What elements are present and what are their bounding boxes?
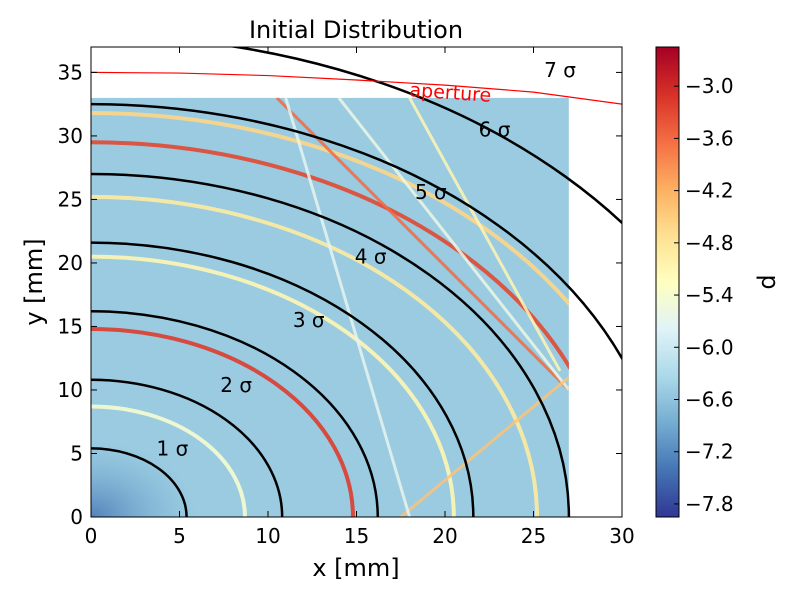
- colorbar-tick-label: −6.6: [685, 388, 734, 412]
- sigma-contours: [91, 47, 622, 517]
- x-tick-label: 15: [344, 524, 369, 548]
- x-tick-label: 10: [255, 524, 280, 548]
- heatmap-ring-feature: [91, 194, 540, 517]
- heatmap-core: [91, 440, 198, 517]
- x-tick-label: 5: [173, 524, 186, 548]
- sigma-contour-label: 5 σ: [415, 180, 447, 204]
- y-axis-ticks: 0 5 10 15 20 25 30 35: [58, 60, 622, 529]
- colorbar-tick-label: −3.6: [685, 126, 734, 150]
- y-tick-label: 20: [58, 251, 83, 275]
- colorbar-tick-label: −4.2: [685, 179, 734, 203]
- sigma-contour-label: 4 σ: [355, 245, 387, 269]
- colorbar-tick-label: −3.0: [685, 74, 734, 98]
- sigma-contour-2: [91, 378, 284, 517]
- colorbar-label: d: [753, 274, 781, 289]
- sigma-contour-4: [91, 241, 475, 517]
- heatmap-ring-feature: [91, 327, 355, 517]
- heatmap: [91, 97, 569, 517]
- sigma-contour-7: [227, 47, 622, 225]
- colorbar-tick-label: −5.4: [685, 283, 734, 307]
- heatmap-diagonal-feature: [284, 97, 412, 517]
- chart-title: Initial Distribution: [249, 16, 463, 44]
- y-tick-label: 15: [58, 314, 83, 338]
- x-tick-label: 20: [432, 524, 457, 548]
- x-axis-ticks: 0 5 10 15 20 25 30: [85, 47, 635, 548]
- x-tick-label: 30: [609, 524, 634, 548]
- y-tick-label: 5: [70, 441, 83, 465]
- y-tick-label: 30: [58, 124, 83, 148]
- x-axis-label: x [mm]: [312, 554, 399, 582]
- colorbar-tick-label: −7.8: [685, 492, 734, 516]
- sigma-contour-label: 3 σ: [293, 308, 325, 332]
- colorbar-ticks: −3.0 −3.6 −4.2 −4.8 −5.4 −6.0 −6.6 −7.2 −7.8: [674, 74, 734, 516]
- y-tick-label: 0: [70, 505, 83, 529]
- sigma-contour-1: [91, 447, 188, 517]
- sigma-contour-label: 7 σ: [544, 58, 576, 82]
- y-axis-label: y [mm]: [20, 238, 48, 325]
- colorbar: −3.0 −3.6 −4.2 −4.8 −5.4 −6.0 −6.6 −7.2 −7.8 d: [655, 46, 781, 518]
- aperture-curve: [91, 71, 622, 105]
- contour-labels: 1 σ 2 σ 3 σ 4 σ 5 σ 6 σ 7 σ: [157, 58, 577, 461]
- x-tick-label: 0: [85, 524, 98, 548]
- aperture-curve-group: [91, 71, 622, 105]
- sigma-contour-label: 1 σ: [157, 436, 189, 460]
- y-tick-label: 10: [58, 378, 83, 402]
- heatmap-ring-feature: [91, 111, 569, 307]
- colorbar-tick-label: −6.0: [685, 335, 734, 359]
- x-tick-label: 25: [521, 524, 546, 548]
- sigma-contour-3: [91, 309, 379, 517]
- heatmap-diagonal-feature: [275, 97, 569, 392]
- sigma-contour-label: 2 σ: [220, 373, 252, 397]
- plot-area: 1 σ2 σ3 σ4 σ5 σ6 σ7 σ aperture: [90, 46, 623, 518]
- colorbar-gradient: [655, 46, 680, 518]
- sigma-contour-label: 6 σ: [479, 118, 511, 142]
- colorbar-tick-label: −7.2: [685, 440, 734, 464]
- y-tick-label: 25: [58, 187, 83, 211]
- heatmap-ring-feature: [91, 254, 456, 517]
- colorbar-tick-label: −4.8: [685, 231, 734, 255]
- heatmap-ring-feature: [91, 404, 247, 517]
- sigma-contour-6: [91, 102, 622, 361]
- heatmap-background: [91, 97, 569, 517]
- heatmap-diagonal-feature: [408, 97, 562, 372]
- heatmap-diagonal-feature: [337, 97, 569, 391]
- sigma-contour-5: [91, 172, 571, 517]
- y-tick-label: 35: [58, 60, 83, 84]
